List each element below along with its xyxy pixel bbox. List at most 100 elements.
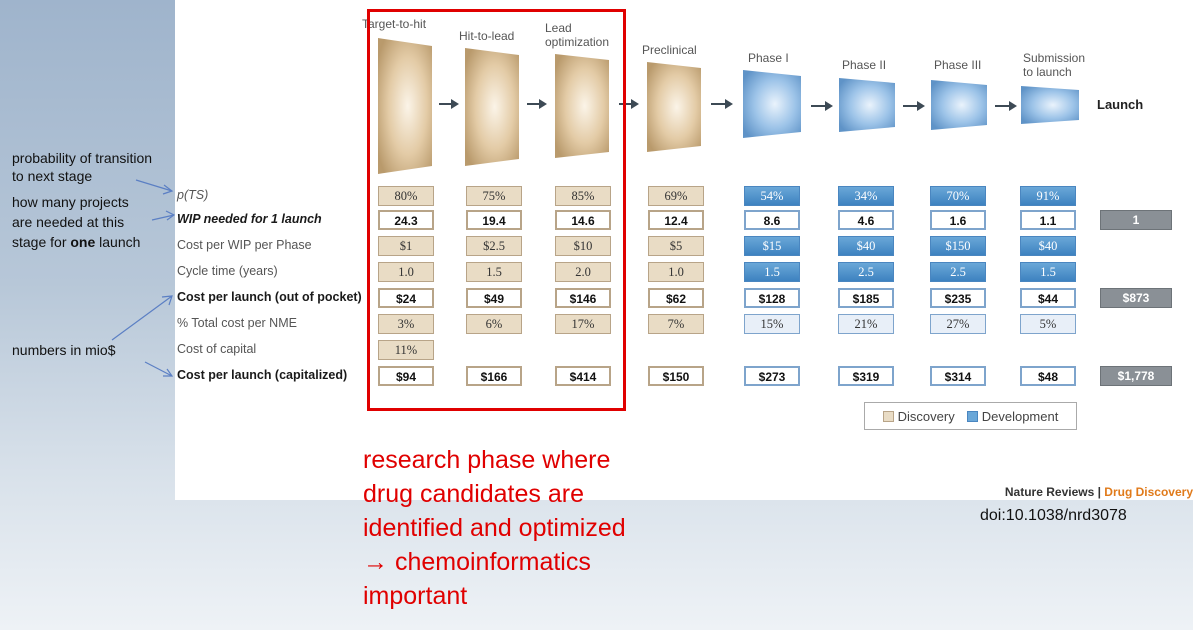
cell-wip-4: 8.6 [744, 210, 800, 230]
cell-cost-launch-3: $62 [648, 288, 704, 308]
cell-pct-total-2: 17% [555, 314, 611, 334]
cell-pct-total-5: 21% [838, 314, 894, 334]
cell-pts-4: 54% [744, 186, 800, 206]
doi-text: doi:10.1038/nrd3078 [980, 507, 1127, 524]
stage-label-hit-to-lead: Hit-to-lead [459, 29, 515, 43]
cell-cost-wip-7: $40 [1020, 236, 1076, 256]
annotation-projects-3a: stage for [12, 234, 71, 250]
stage-label-phase-3: Phase III [934, 58, 982, 72]
stage-label-preclinical: Preclinical [642, 43, 697, 57]
cell-cost-cap-7: $48 [1020, 366, 1076, 386]
funnel-target-to-hit [378, 38, 432, 174]
annotation-transition-2: to next stage [12, 168, 93, 184]
cell-cost-cap-1: $166 [466, 366, 522, 386]
stage-label-target-to-hit: Target-to-hit [362, 17, 427, 31]
cell-cost-launch-4: $128 [744, 288, 800, 308]
research-note-line-4: → chemoinformatics [363, 548, 591, 576]
cell-cost-launch-total: $873 [1100, 288, 1172, 308]
cell-pts-3: 69% [648, 186, 704, 206]
funnel-hit-to-lead [465, 48, 519, 166]
research-note: research phase where drug candidates are… [363, 443, 626, 613]
research-note-line-3: identified and optimized [363, 514, 626, 542]
journal-credit: Nature Reviews | Drug Discovery [1005, 485, 1193, 499]
swatch-development [966, 410, 978, 422]
funnel-lead-optimization [555, 54, 609, 158]
cell-cost-wip-0: $1 [378, 236, 434, 256]
legend-discovery: Discovery [882, 408, 955, 424]
funnel-preclinical [647, 62, 701, 152]
stage-label-lead-opt-1: Lead [545, 21, 572, 35]
cell-pts-0: 80% [378, 186, 434, 206]
funnel-submission [1021, 86, 1079, 124]
cell-wip-6: 1.6 [930, 210, 986, 230]
annotation-projects-3c: launch [95, 234, 141, 250]
cell-cost-launch-6: $235 [930, 288, 986, 308]
stage-label-submission-1: Submission [1023, 51, 1086, 65]
cell-cost-cap-4: $273 [744, 366, 800, 386]
cell-pts-2: 85% [555, 186, 611, 206]
cell-cost-wip-5: $40 [838, 236, 894, 256]
cell-pct-total-1: 6% [466, 314, 522, 334]
credit-section: Drug Discovery [1104, 485, 1193, 499]
swatch-discovery [882, 410, 894, 422]
cell-cost-cap-total: $1,778 [1100, 366, 1172, 386]
cell-wip-total: 1 [1100, 210, 1172, 230]
research-note-line-2: drug candidates are [363, 480, 584, 508]
research-note-line-1: research phase where [363, 446, 611, 474]
cell-cost-cap-6: $314 [930, 366, 986, 386]
stage-label-lead-opt-2: optimization [545, 35, 610, 49]
cell-cycle-4: 1.5 [744, 262, 800, 282]
cell-cycle-3: 1.0 [648, 262, 704, 282]
row-label-pts: p(TS) [177, 188, 209, 202]
cell-cost-cap-0: $94 [378, 366, 434, 386]
arrow-icon [527, 99, 547, 109]
arrow-icon [711, 99, 733, 109]
legend: Discovery Development [864, 402, 1077, 430]
annotation-mio: numbers in mio$ [12, 342, 116, 358]
cell-cycle-0: 1.0 [378, 262, 434, 282]
funnel-phase-1 [743, 70, 801, 138]
cell-wip-7: 1.1 [1020, 210, 1076, 230]
annotation-projects-3: stage for one launch [12, 232, 140, 252]
row-label-wip: WIP needed for 1 launch [177, 212, 322, 226]
cell-cost-launch-5: $185 [838, 288, 894, 308]
row-label-cost-wip: Cost per WIP per Phase [177, 238, 312, 252]
cell-pts-7: 91% [1020, 186, 1076, 206]
cell-pct-total-4: 15% [744, 314, 800, 334]
legend-discovery-label: Discovery [897, 408, 955, 424]
funnel-phase-3 [931, 80, 987, 130]
arrow-icon [903, 101, 925, 111]
cell-cost-capital-0: 11% [378, 340, 434, 360]
annotation-transition-1: probability of transition [12, 150, 153, 166]
cell-cost-launch-2: $146 [555, 288, 611, 308]
cell-wip-3: 12.4 [648, 210, 704, 230]
stage-label-submission-2: to launch [1023, 65, 1072, 79]
cell-cycle-7: 1.5 [1020, 262, 1076, 282]
cell-cost-launch-7: $44 [1020, 288, 1076, 308]
cell-cycle-5: 2.5 [838, 262, 894, 282]
cell-cost-cap-5: $319 [838, 366, 894, 386]
cell-wip-5: 4.6 [838, 210, 894, 230]
cell-cost-wip-6: $150 [930, 236, 986, 256]
arrow-icon [439, 99, 459, 109]
annotation-projects-3b: one [70, 234, 96, 250]
research-note-line-5: important [363, 582, 468, 610]
credit-separator: | [1094, 485, 1105, 499]
cell-pts-6: 70% [930, 186, 986, 206]
cell-cycle-6: 2.5 [930, 262, 986, 282]
arrow-icon [995, 101, 1017, 111]
cell-cost-launch-1: $49 [466, 288, 522, 308]
cell-cost-cap-2: $414 [555, 366, 611, 386]
cell-cycle-2: 2.0 [555, 262, 611, 282]
cell-pts-5: 34% [838, 186, 894, 206]
cell-wip-0: 24.3 [378, 210, 434, 230]
row-label-cost-cap: Cost per launch (capitalized) [177, 368, 348, 382]
cell-cost-wip-3: $5 [648, 236, 704, 256]
legend-development-label: Development [981, 408, 1059, 424]
cell-cost-wip-1: $2.5 [466, 236, 522, 256]
legend-development: Development [966, 408, 1059, 424]
arrow-icon [811, 101, 833, 111]
highlight-box [367, 9, 626, 411]
row-label-cost-capital: Cost of capital [177, 342, 257, 356]
